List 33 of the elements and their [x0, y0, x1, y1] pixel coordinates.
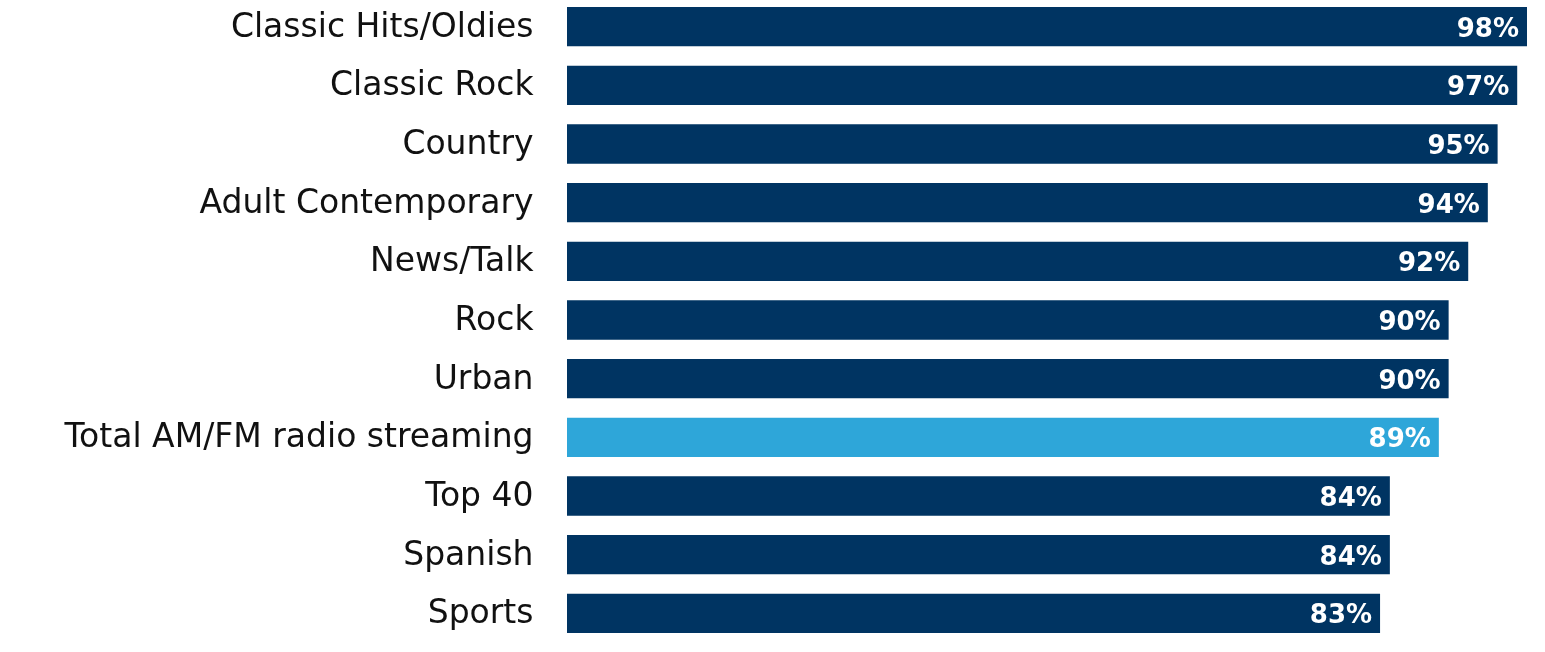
data-label: 97% [1446, 71, 1510, 102]
bar [567, 124, 1498, 164]
y-tick-label: Urban [433, 357, 534, 397]
y-tick-label: Country [402, 123, 534, 163]
data-label: 83% [1309, 599, 1373, 630]
data-label: 89% [1368, 423, 1431, 454]
bar [567, 476, 1390, 516]
y-tick-label: Classic Rock [329, 64, 535, 104]
y-tick-label: Rock [454, 299, 535, 338]
bar [567, 300, 1449, 340]
y-tick-label: Adult Contemporary [199, 181, 534, 221]
data-label: 84% [1319, 481, 1382, 512]
y-tick-label: News/Talk [370, 240, 535, 280]
data-label: 98% [1456, 12, 1519, 43]
bar [567, 241, 1469, 281]
bar [567, 183, 1488, 223]
bar [567, 359, 1449, 399]
bar [567, 65, 1518, 105]
bar [567, 593, 1381, 633]
data-label: 90% [1378, 364, 1441, 395]
bar [567, 417, 1439, 457]
y-tick-label: Classic Hits/Oldies [230, 5, 534, 45]
y-tick-label: Sports [427, 592, 534, 632]
data-label: 95% [1427, 130, 1490, 161]
y-tick-label: Total AM/FM radio streaming [63, 416, 534, 456]
y-tick-label: Top 40 [424, 474, 534, 514]
data-label: 92% [1397, 247, 1461, 278]
y-tick-label: Spanish [403, 533, 534, 573]
data-label: 84% [1319, 540, 1382, 571]
bar [567, 535, 1390, 575]
data-label: 90% [1378, 306, 1441, 336]
data-label: 94% [1417, 188, 1480, 219]
bar [567, 7, 1527, 47]
